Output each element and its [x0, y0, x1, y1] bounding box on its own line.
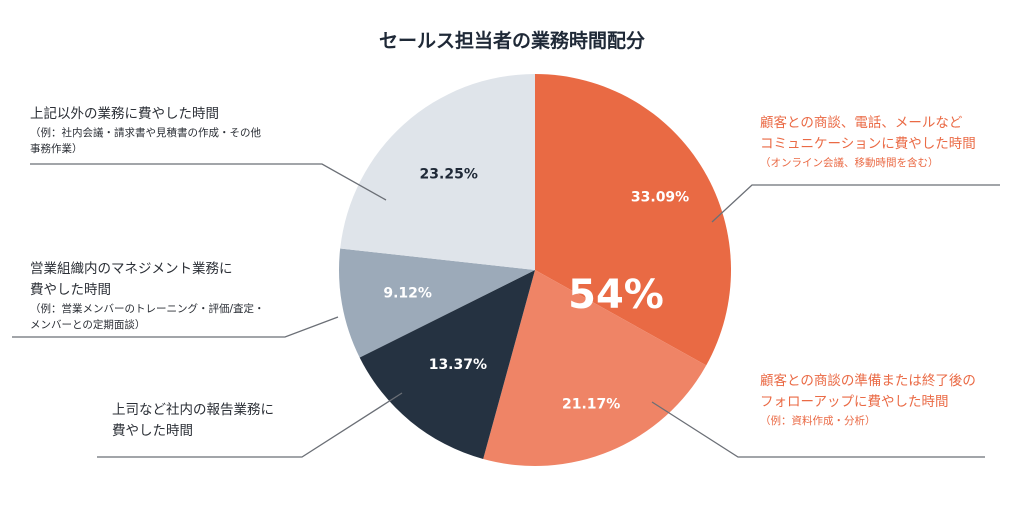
callout-label-comm: 顧客との商談、電話、メールなど コミュニケーションに費やした時間 （オンライン会… [760, 113, 1010, 171]
pie-slice-0 [535, 74, 731, 366]
callout-management-sub-2: メンバーとの定期面談） [30, 319, 146, 331]
callout-followup-line-2: フォローアップに費やした時間 [760, 394, 949, 410]
callout-comm-line-1: 顧客との商談、電話、メールなど [760, 115, 963, 131]
callout-followup-sub-1: （例：資料作成・分析） [760, 415, 876, 427]
callout-report-line-2: 費やした時間 [112, 423, 193, 439]
callout-management-sub-1: （例：営業メンバーのトレーニング・評価/査定・ [30, 303, 265, 315]
highlight-percentage: 54% [568, 272, 664, 318]
callout-other-sub-1: （例：社内会議・請求書や見積書の作成・その他 [30, 127, 261, 139]
callout-other-line-1: 上記以外の業務に費やした時間 [30, 106, 219, 122]
callout-label-report: 上司など社内の報告業務に 費やした時間 [112, 400, 352, 442]
leader-line-1 [651, 401, 985, 458]
callout-label-other: 上記以外の業務に費やした時間 （例：社内会議・請求書や見積書の作成・その他 事務… [30, 104, 300, 157]
leader-line-3 [12, 316, 339, 338]
callout-other-sub-2: 事務作業） [30, 143, 83, 155]
slice-value-label-0: 33.09% [631, 190, 689, 206]
slice-value-label-1: 21.17% [562, 397, 620, 413]
chart-title: セールス担当者の業務時間配分 [378, 30, 645, 52]
slice-value-label-2: 13.37% [429, 357, 487, 373]
slice-value-label-4: 23.25% [420, 167, 478, 183]
slice-value-label-3: 9.12% [383, 286, 432, 302]
callout-followup-line-1: 顧客との商談の準備または終了後の [760, 373, 976, 389]
callout-management-line-2: 費やした時間 [30, 282, 111, 298]
pie-slice-2 [359, 270, 535, 460]
callout-management-line-1: 営業組織内のマネジメント業務に [30, 261, 233, 277]
callout-comm-line-2: コミュニケーションに費やした時間 [760, 136, 976, 152]
callout-comm-sub-1: （オンライン会議、移動時間を含む） [760, 157, 939, 169]
pie-slice-4 [340, 74, 535, 270]
callout-label-followup: 顧客との商談の準備または終了後の フォローアップに費やした時間 （例：資料作成・… [760, 371, 1010, 429]
callout-report-line-1: 上司など社内の報告業務に [112, 402, 274, 418]
leader-line-0 [711, 184, 1000, 223]
callout-label-management: 営業組織内のマネジメント業務に 費やした時間 （例：営業メンバーのトレーニング・… [30, 259, 300, 333]
pie-slice-1 [483, 270, 707, 467]
pie-slice-3 [339, 248, 535, 358]
leader-line-4 [30, 163, 387, 201]
leader-line-2 [97, 392, 403, 458]
